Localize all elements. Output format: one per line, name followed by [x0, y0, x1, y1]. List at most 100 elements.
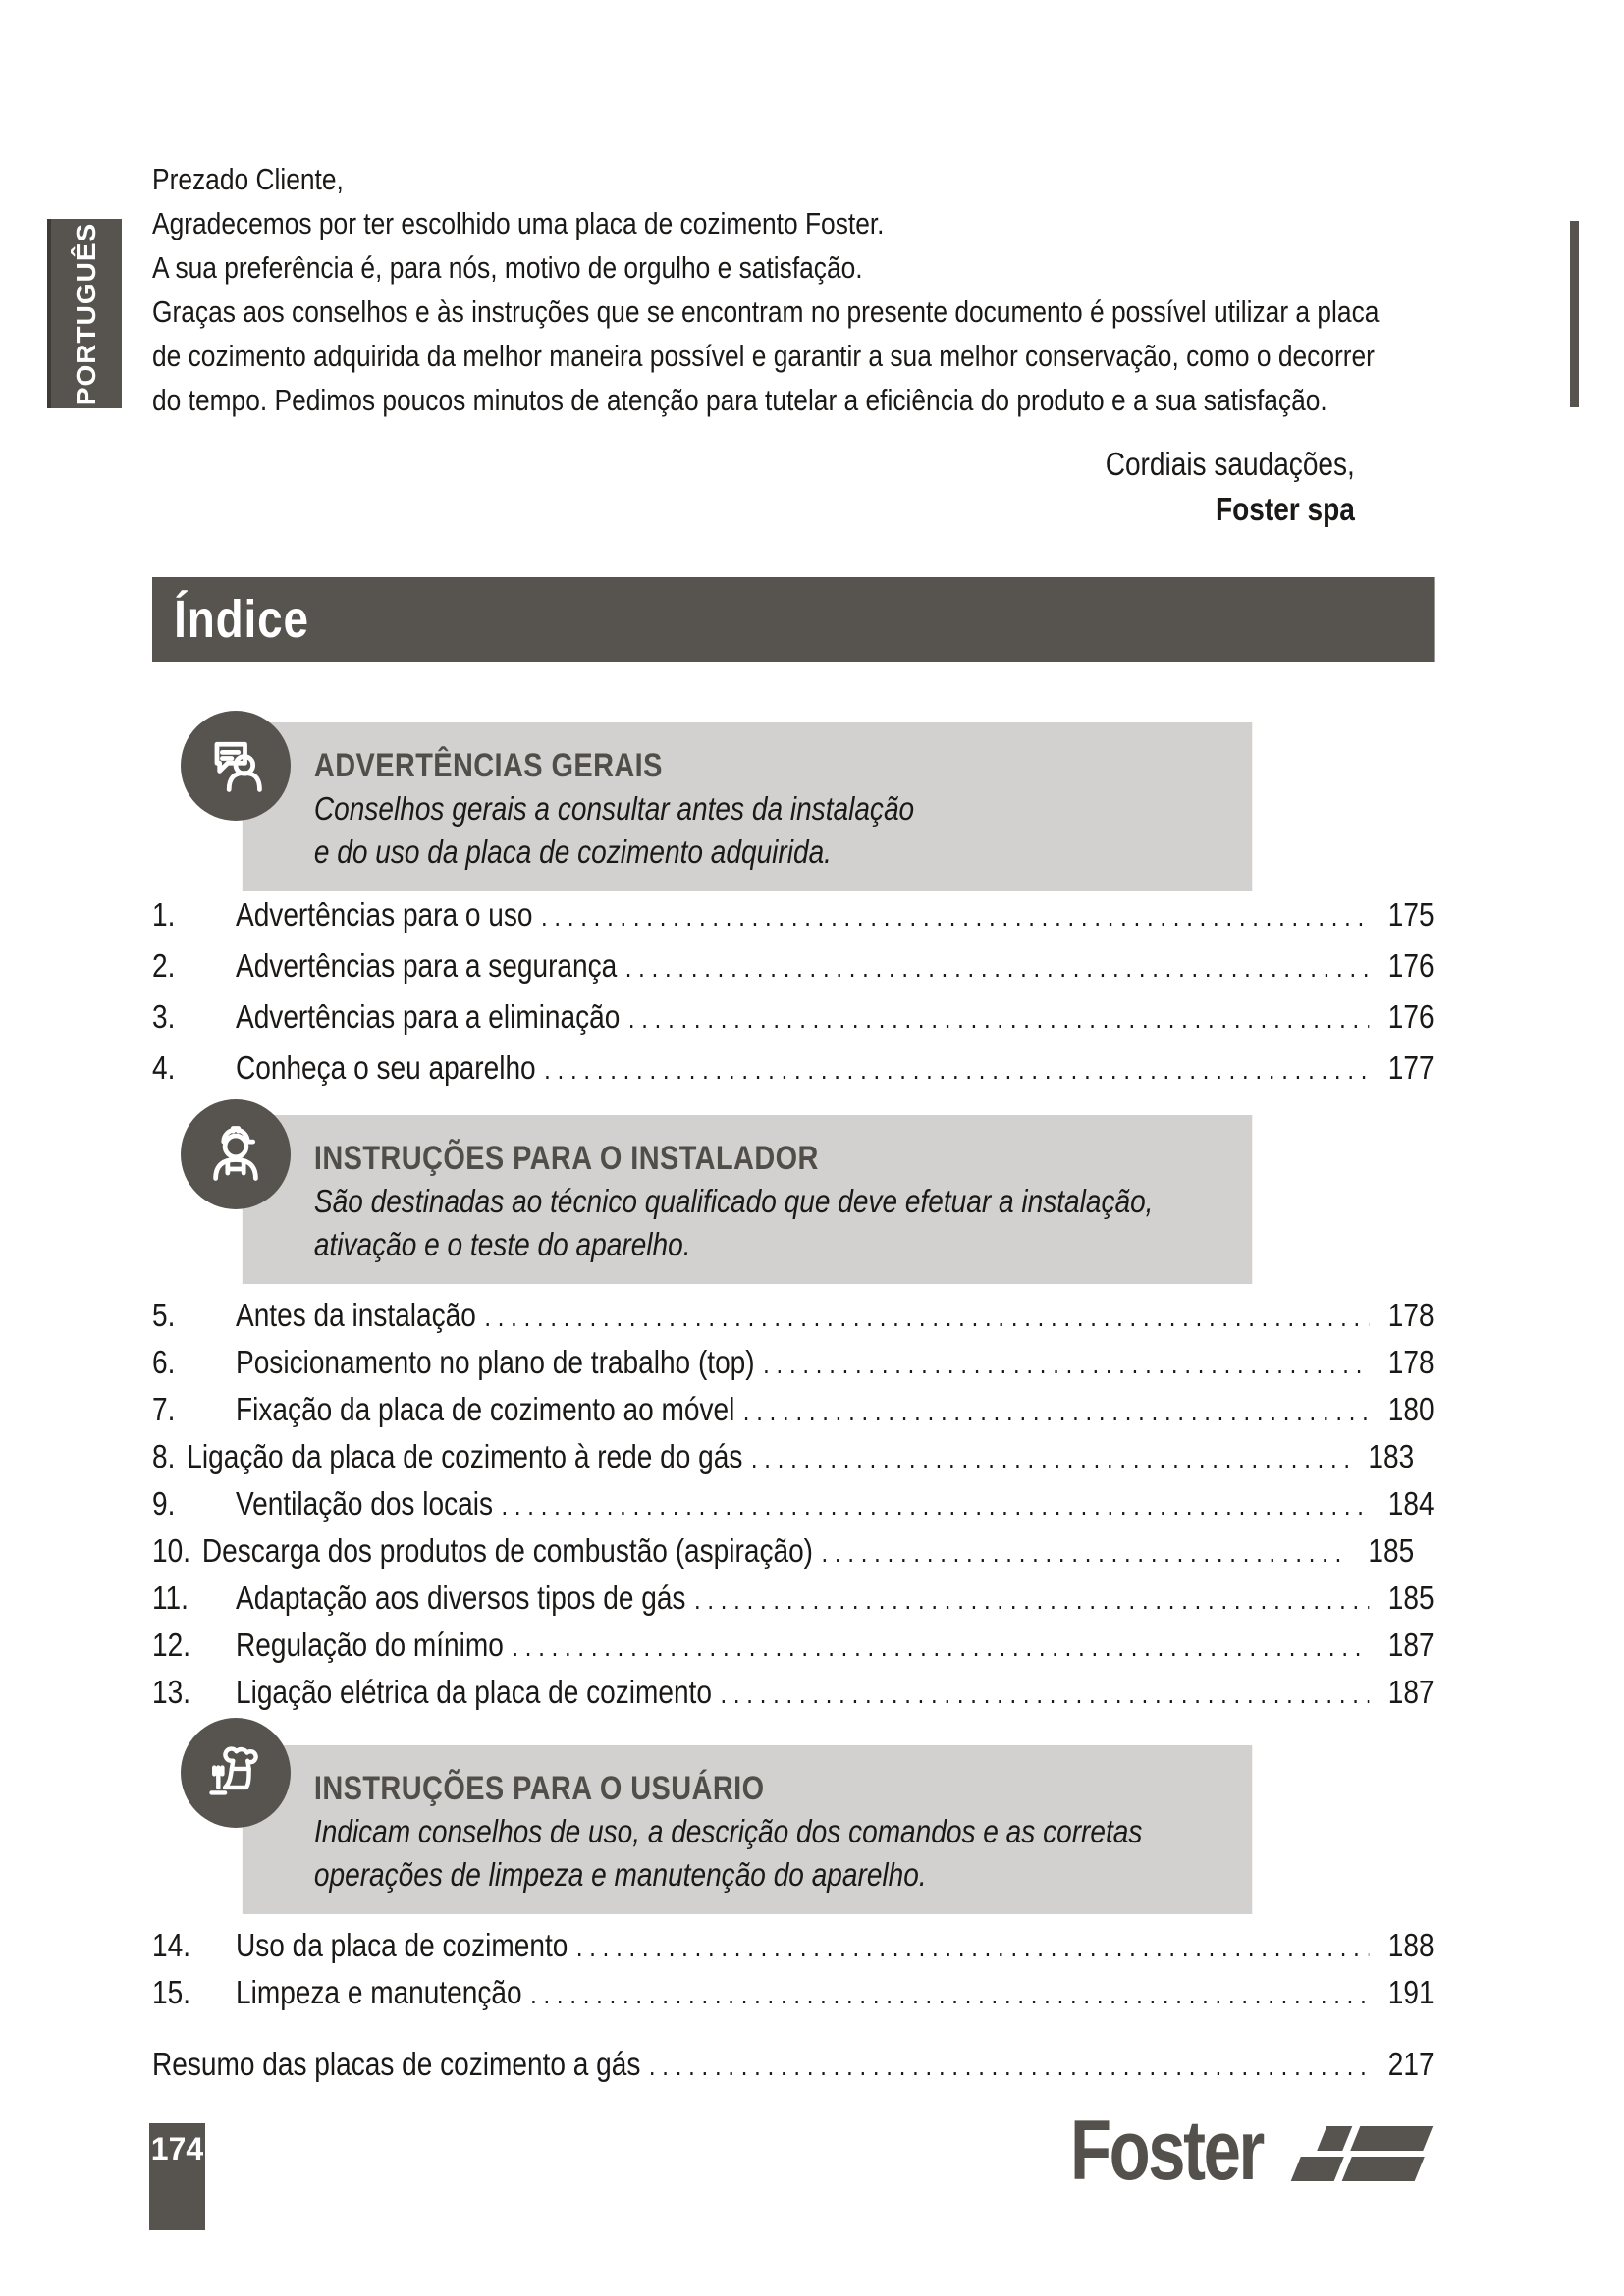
toc-entry: 13. Ligação elétrica da placa de cozimen…: [152, 1674, 1435, 1721]
toc-number: 9.: [152, 1485, 176, 1522]
toc-entry: 9. Ventilação dos locais ...............…: [152, 1485, 1435, 1532]
toc-page-number: 187: [1387, 1674, 1435, 1710]
toc-number: 7.: [152, 1391, 176, 1427]
toc-entry: 3. Advertências para a eliminação ......…: [152, 998, 1435, 1049]
page-number-box: 174: [149, 2123, 205, 2230]
index-header-bar: Índice: [152, 577, 1435, 662]
closing-greeting: Cordiais saudações, Foster spa: [152, 442, 1435, 532]
section-installer-instructions: INSTRUÇÕES PARA O INSTALADOR São destina…: [242, 1115, 1253, 1284]
toc-entry: 12. Regulação do mínimo ................…: [152, 1627, 1435, 1674]
leader-dots: ........................................…: [541, 901, 1369, 932]
foster-logo-text: Foster: [1070, 2104, 1265, 2198]
toc-number: 2.: [152, 947, 176, 984]
leader-dots: ........................................…: [693, 1584, 1370, 1615]
toc-number: 12.: [152, 1627, 190, 1663]
leader-dots: ........................................…: [821, 1537, 1349, 1568]
toc-title: Advertências para a segurança: [236, 947, 618, 984]
consultation-speech-person-icon: [181, 711, 291, 821]
leader-dots: ........................................…: [484, 1302, 1370, 1332]
leader-dots: ........................................…: [544, 1054, 1369, 1085]
section-description: São destinadas ao técnico qualificado qu…: [313, 1183, 1154, 1262]
section-user-instructions: INSTRUÇÕES PARA O USUÁRIO Indicam consel…: [242, 1745, 1253, 1914]
leader-dots: ........................................…: [624, 952, 1370, 983]
toc-entry: 5. Antes da instalação .................…: [152, 1297, 1435, 1344]
toc-title: Resumo das placas de cozimento a gás: [152, 2046, 641, 2082]
leader-dots: ........................................…: [501, 1490, 1370, 1521]
toc-entry: 8. Ligação da placa de cozimento à rede …: [152, 1438, 1435, 1485]
toc-title: Advertências para a eliminação: [236, 998, 621, 1035]
toc-number: 13.: [152, 1674, 190, 1710]
toc-title: Adaptação aos diversos tipos de gás: [236, 1579, 686, 1616]
company-signature: Foster spa: [1215, 491, 1355, 527]
leader-dots: ........................................…: [627, 1003, 1369, 1034]
toc-page-number: 188: [1387, 1927, 1435, 1963]
toc-number: 14.: [152, 1927, 190, 1963]
toc-page-number: 175: [1387, 896, 1435, 933]
toc-entry: 2. Advertências para a segurança .......…: [152, 947, 1435, 998]
toc-title: Fixação da placa de cozimento ao móvel: [236, 1391, 735, 1427]
content-column: Prezado Cliente, Agradecemos por ter esc…: [152, 157, 1435, 2093]
section-heading: INSTRUÇÕES PARA O INSTALADOR: [313, 1140, 819, 1177]
toc-page-number: 217: [1387, 2046, 1435, 2082]
leader-dots: ........................................…: [720, 1679, 1369, 1709]
toc-entry: 14. Uso da placa de cozimento ..........…: [152, 1927, 1435, 1974]
toc-group-general-warnings: 1. Advertências para o uso .............…: [152, 896, 1435, 1100]
section-heading: ADVERTÊNCIAS GERAIS: [313, 747, 663, 784]
toc-group-user: 14. Uso da placa de cozimento ..........…: [152, 1927, 1435, 2021]
leader-dots: ........................................…: [575, 1932, 1369, 1962]
toc-group-installer: 5. Antes da instalação .................…: [152, 1297, 1435, 1721]
toc-page-number: 191: [1387, 1974, 1435, 2010]
foster-logo-mark-icon: [1290, 2126, 1437, 2181]
toc-number: 6.: [152, 1344, 176, 1380]
toc-number: 4.: [152, 1049, 176, 1086]
intro-paragraph: Prezado Cliente, Agradecemos por ter esc…: [152, 162, 1380, 417]
toc-page-number: 178: [1387, 1344, 1435, 1380]
toc-page-number: 177: [1387, 1049, 1435, 1086]
toc-number: 3.: [152, 998, 176, 1035]
toc-title: Ventilação dos locais: [236, 1485, 493, 1522]
leader-dots: ........................................…: [530, 1979, 1369, 2009]
toc-number: 5.: [152, 1297, 176, 1333]
section-description: Indicam conselhos de uso, a descrição do…: [313, 1813, 1143, 1893]
toc-page-number: 185: [1368, 1532, 1415, 1569]
toc-number: 8.: [152, 1438, 176, 1474]
toc-title: Descarga dos produtos de combustão (aspi…: [201, 1532, 814, 1569]
toc-page-number: 176: [1387, 947, 1435, 984]
leader-dots: ........................................…: [763, 1349, 1370, 1379]
toc-title: Uso da placa de cozimento: [236, 1927, 568, 1963]
greeting-line: Cordiais saudações,: [1105, 446, 1355, 482]
toc-title: Conheça o seu aparelho: [236, 1049, 536, 1086]
leader-dots: ........................................…: [648, 2051, 1370, 2081]
leader-dots: ........................................…: [512, 1631, 1369, 1662]
toc-page-number: 180: [1387, 1391, 1435, 1427]
section-heading: INSTRUÇÕES PARA O USUÁRIO: [313, 1770, 765, 1807]
toc-entry: 10. Descarga dos produtos de combustão (…: [152, 1532, 1435, 1579]
right-edge-marker-bar: [1570, 221, 1579, 407]
toc-page-number: 176: [1387, 998, 1435, 1035]
toc-number: 11.: [152, 1579, 189, 1616]
foster-logo: Foster: [1070, 2104, 1437, 2198]
toc-number: 10.: [152, 1532, 190, 1569]
leader-dots: ........................................…: [742, 1396, 1370, 1426]
toc-title: Advertências para o uso: [236, 896, 533, 933]
user-chef-icon: [181, 1718, 291, 1828]
toc-title: Ligação da placa de cozimento à rede do …: [187, 1438, 743, 1474]
toc-title: Limpeza e manutenção: [236, 1974, 522, 2010]
toc-entry: 15. Limpeza e manutenção ...............…: [152, 1974, 1435, 2021]
toc-entry: 1. Advertências para o uso .............…: [152, 896, 1435, 947]
toc-number: 1.: [152, 896, 176, 933]
toc-page-number: 183: [1368, 1438, 1415, 1474]
toc-entry: 6. Posicionamento no plano de trabalho (…: [152, 1344, 1435, 1391]
toc-page-number: 185: [1387, 1579, 1435, 1616]
toc-title: Antes da instalação: [236, 1297, 476, 1333]
toc-number: 15.: [152, 1974, 190, 2010]
index-title: Índice: [174, 590, 309, 649]
toc-entry: 11. Adaptação aos diversos tipos de gás …: [152, 1579, 1435, 1627]
page-number: 174: [150, 2131, 204, 2166]
toc-title: Posicionamento no plano de trabalho (top…: [236, 1344, 755, 1380]
toc-title: Ligação elétrica da placa de cozimento: [236, 1674, 712, 1710]
toc-page-number: 178: [1387, 1297, 1435, 1333]
leader-dots: ........................................…: [750, 1443, 1349, 1473]
language-tab-portugues: PORTUGUÊS: [47, 219, 122, 408]
